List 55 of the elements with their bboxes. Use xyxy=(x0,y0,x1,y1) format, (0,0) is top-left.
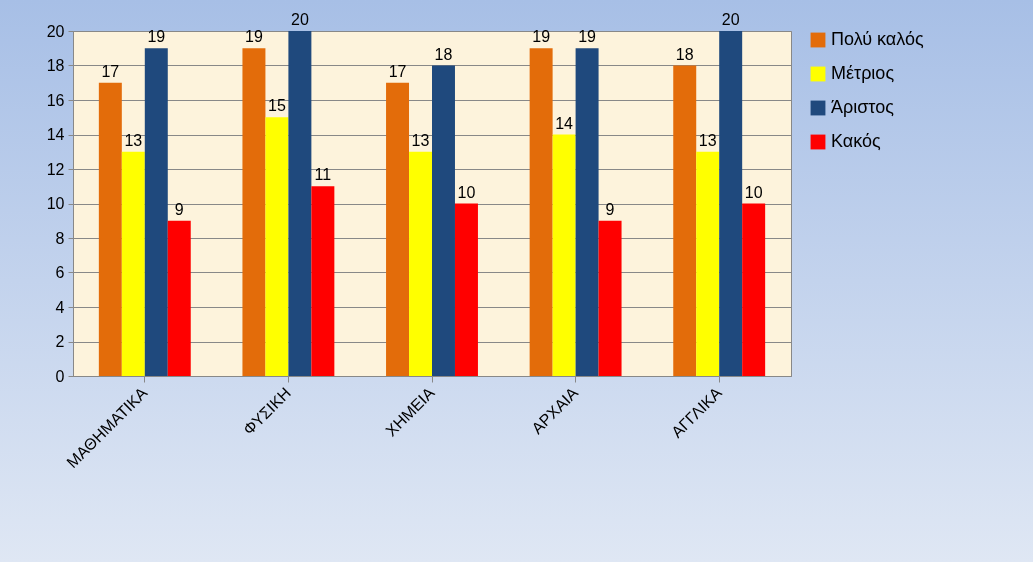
data-label: 11 xyxy=(314,166,332,184)
data-label: 9 xyxy=(174,200,184,218)
bar xyxy=(742,203,766,376)
bar xyxy=(386,82,410,376)
data-label: 17 xyxy=(388,62,407,80)
bar xyxy=(288,31,312,376)
data-label: 15 xyxy=(268,97,286,115)
data-label: 13 xyxy=(411,131,430,149)
data-label: 18 xyxy=(675,45,694,63)
bar xyxy=(696,151,720,376)
data-label: 10 xyxy=(457,183,476,201)
bar xyxy=(552,134,576,376)
y-tick-label: 20 xyxy=(46,22,65,40)
legend-label: Άριστος xyxy=(831,97,895,117)
y-tick-label: 8 xyxy=(55,229,65,247)
y-tick-label: 6 xyxy=(55,264,65,281)
y-tick-label: 16 xyxy=(46,91,65,109)
bar xyxy=(167,220,191,376)
y-tick-label: 12 xyxy=(46,160,65,178)
data-label: 9 xyxy=(605,200,615,218)
bar xyxy=(311,186,335,376)
bar xyxy=(265,117,289,376)
y-tick-label: 0 xyxy=(55,367,65,385)
bar xyxy=(144,48,168,376)
data-label: 20 xyxy=(721,11,740,28)
legend-label: Κακός xyxy=(831,131,881,151)
bar xyxy=(598,220,622,376)
legend-label: Μέτριος xyxy=(831,63,895,83)
bar xyxy=(98,82,122,376)
bar xyxy=(673,65,697,376)
data-label: 20 xyxy=(290,11,309,28)
data-label: 14 xyxy=(555,114,574,132)
data-label: 19 xyxy=(245,28,263,46)
bar xyxy=(432,65,455,376)
bar xyxy=(409,151,432,376)
bar xyxy=(529,48,553,376)
y-tick-label: 14 xyxy=(46,126,65,143)
data-label: 17 xyxy=(101,62,120,80)
y-tick-label: 10 xyxy=(46,195,65,212)
bar xyxy=(454,203,478,376)
y-tick-label: 18 xyxy=(46,57,65,74)
data-label: 13 xyxy=(698,131,717,149)
bar xyxy=(121,151,145,376)
bar xyxy=(575,48,599,376)
legend-label: Πολύ καλός xyxy=(831,29,925,49)
data-label: 19 xyxy=(147,28,166,46)
data-label: 19 xyxy=(532,28,551,46)
bar xyxy=(242,48,266,376)
bar xyxy=(719,31,743,376)
y-tick-label: 2 xyxy=(55,333,65,350)
data-label: 10 xyxy=(744,183,763,201)
data-label: 13 xyxy=(124,131,143,149)
data-label: 18 xyxy=(434,45,453,63)
data-label: 19 xyxy=(578,28,597,46)
y-tick-label: 4 xyxy=(55,298,65,316)
